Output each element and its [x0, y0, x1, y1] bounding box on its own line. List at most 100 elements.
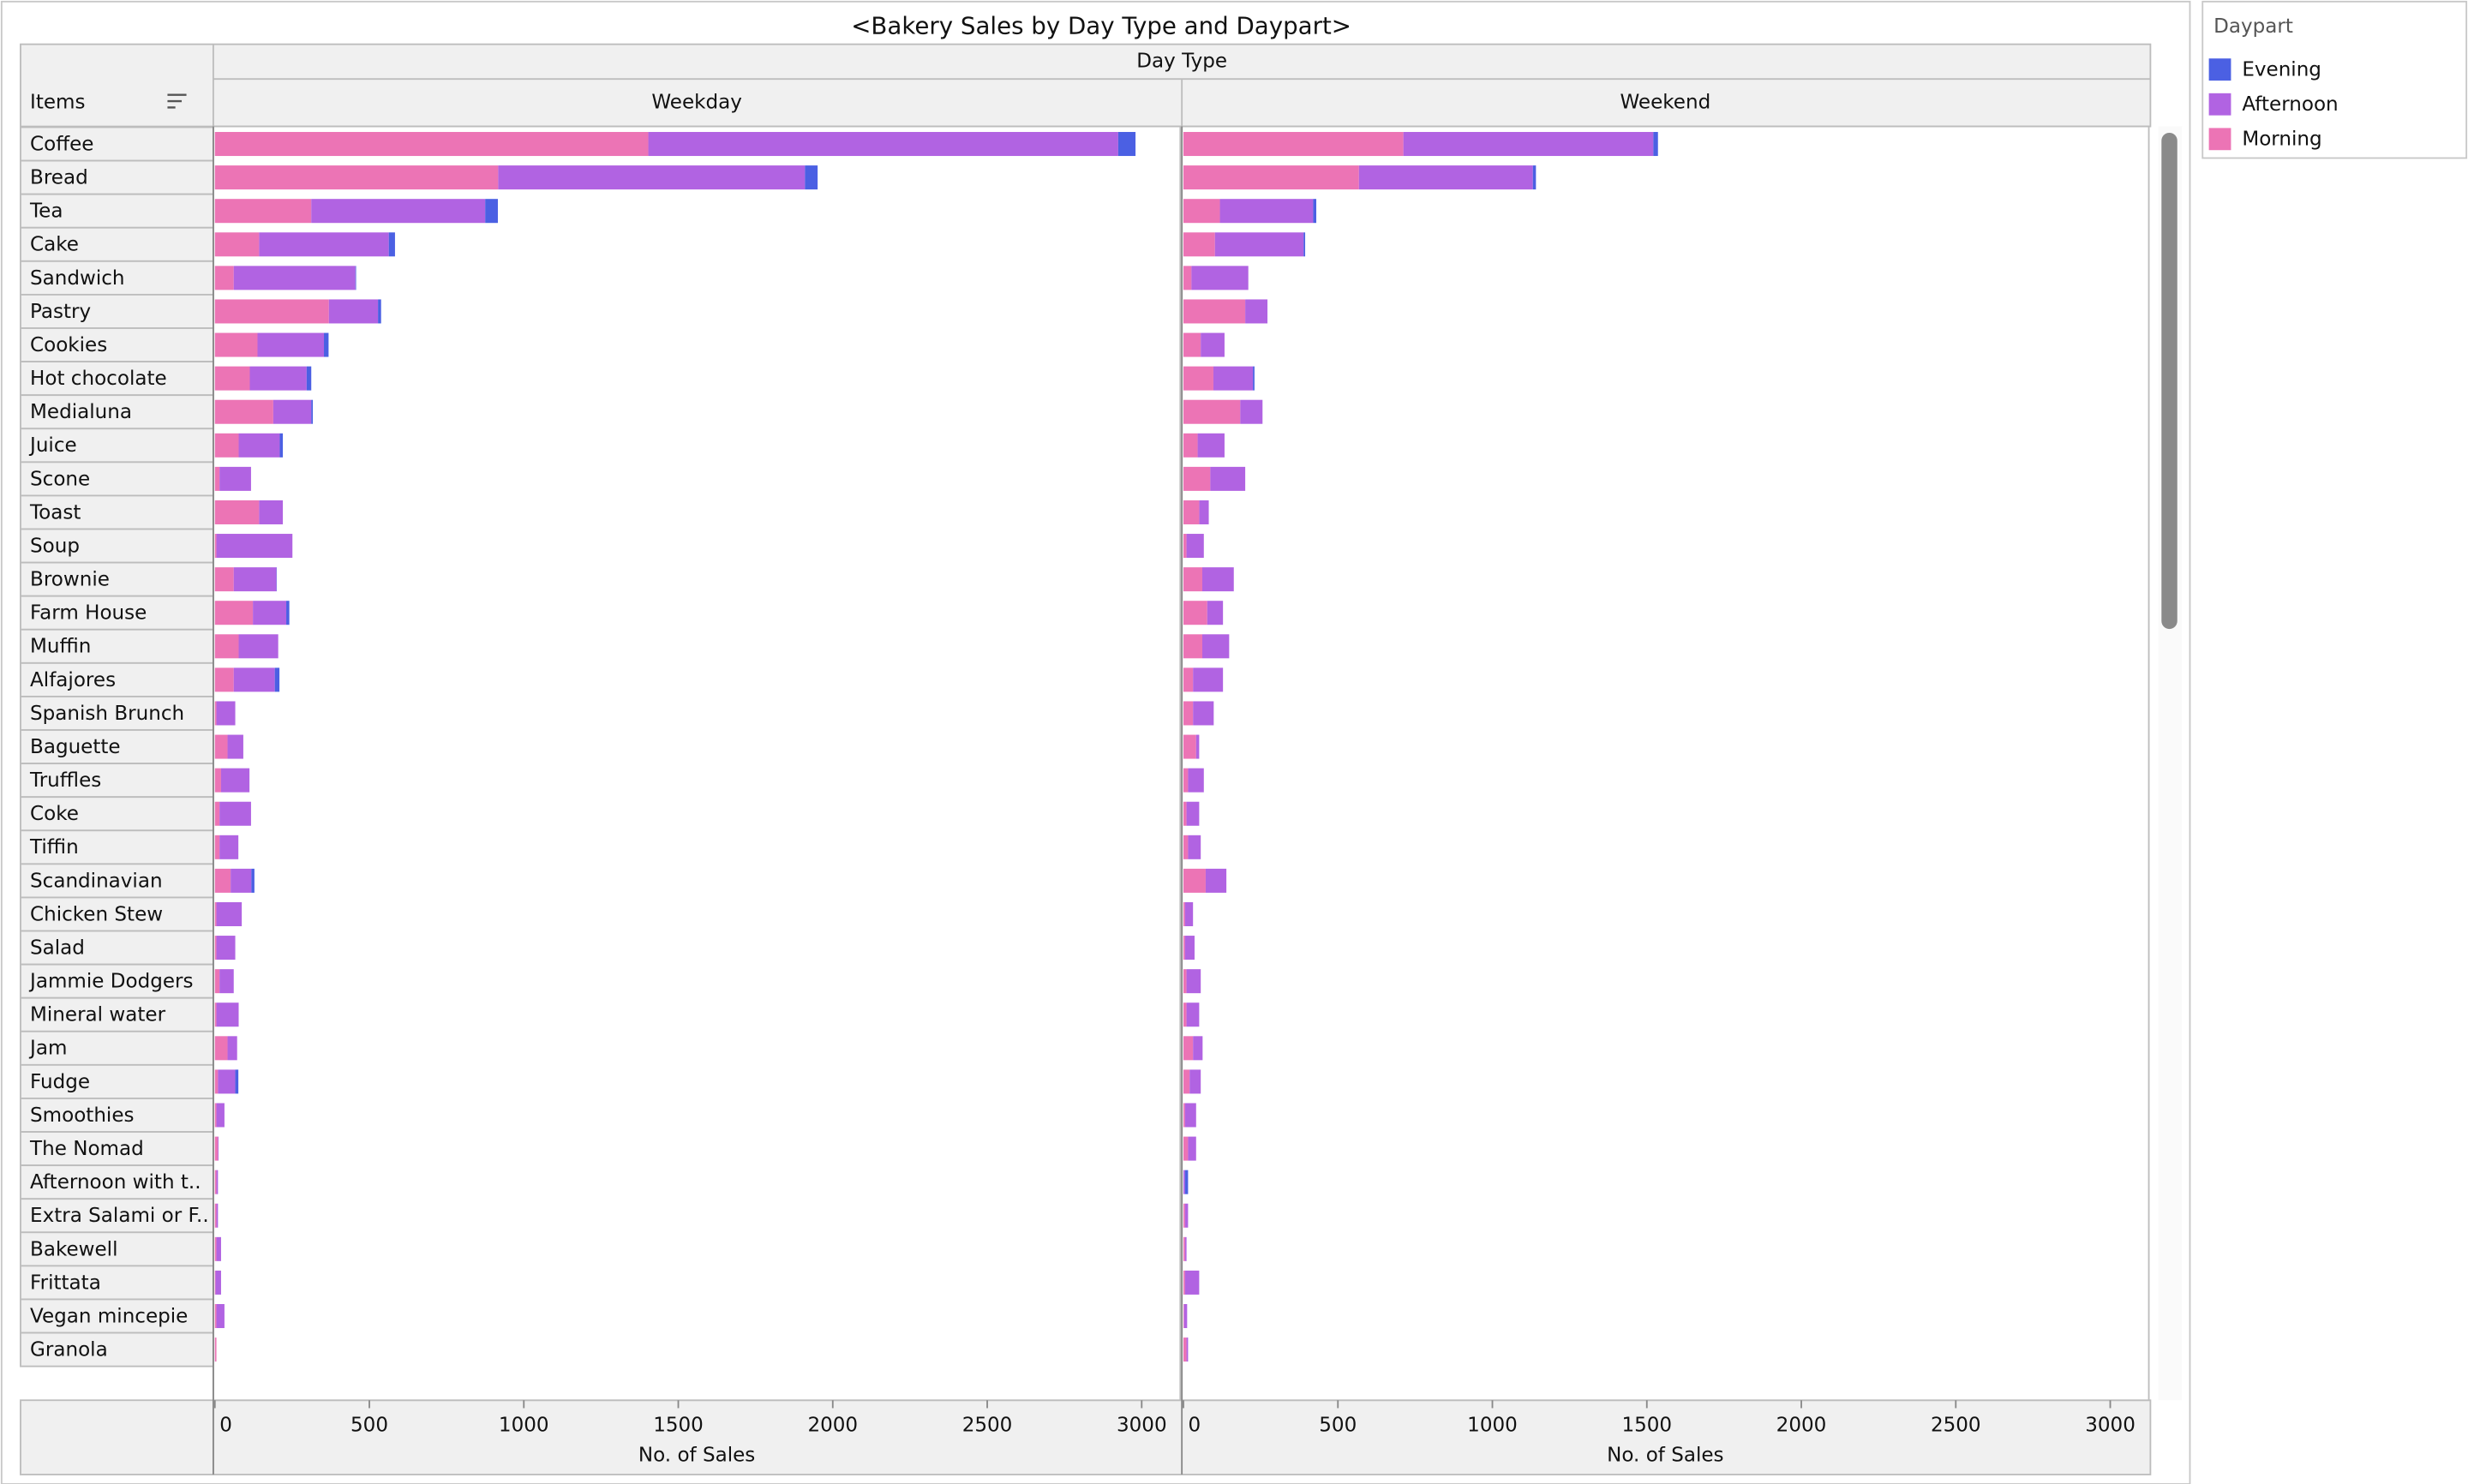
bar-segment[interactable]	[1193, 1036, 1203, 1061]
bar-segment[interactable]	[214, 936, 217, 960]
bar-segment[interactable]	[1183, 366, 1213, 391]
bar-segment[interactable]	[1253, 366, 1255, 391]
bar-segment[interactable]	[1183, 901, 1185, 926]
bar-segment[interactable]	[1183, 132, 1404, 157]
bar-segment[interactable]	[324, 332, 329, 357]
bar-segment[interactable]	[1245, 299, 1268, 324]
legend-swatch[interactable]	[2208, 58, 2231, 81]
bar-segment[interactable]	[214, 299, 329, 324]
bar-segment[interactable]	[1183, 1002, 1187, 1027]
bar-segment[interactable]	[274, 667, 280, 692]
bar-segment[interactable]	[1186, 534, 1204, 559]
bar-segment[interactable]	[1183, 634, 1202, 659]
bar-segment[interactable]	[1532, 165, 1537, 190]
bar-segment[interactable]	[214, 734, 228, 759]
bar-segment[interactable]	[233, 266, 356, 290]
bar-segment[interactable]	[1184, 1236, 1187, 1261]
bar-segment[interactable]	[214, 1170, 217, 1194]
bar-segment[interactable]	[306, 366, 312, 391]
bar-segment[interactable]	[388, 232, 395, 257]
bar-segment[interactable]	[279, 433, 284, 458]
bar-segment[interactable]	[214, 232, 260, 257]
bar-segment[interactable]	[214, 500, 260, 524]
bar-segment[interactable]	[1188, 768, 1204, 793]
bar-segment[interactable]	[214, 1136, 219, 1161]
bar-segment[interactable]	[238, 433, 280, 458]
bar-segment[interactable]	[214, 132, 649, 157]
bar-segment[interactable]	[1186, 801, 1200, 826]
bar-segment[interactable]	[1313, 199, 1317, 224]
bar-segment[interactable]	[214, 1236, 217, 1261]
bar-segment[interactable]	[214, 835, 220, 859]
bar-segment[interactable]	[249, 366, 307, 391]
bar-segment[interactable]	[1186, 1337, 1189, 1362]
bar-segment[interactable]	[805, 165, 818, 190]
bar-segment[interactable]	[1195, 734, 1200, 759]
bar-segment[interactable]	[238, 634, 279, 659]
bar-segment[interactable]	[259, 232, 389, 257]
bar-segment[interactable]	[214, 701, 217, 726]
bar-segment[interactable]	[1201, 567, 1234, 592]
bar-segment[interactable]	[328, 299, 379, 324]
bar-segment[interactable]	[1183, 734, 1196, 759]
bar-segment[interactable]	[214, 901, 217, 926]
bar-segment[interactable]	[216, 1170, 219, 1194]
bar-segment[interactable]	[1201, 634, 1230, 659]
bar-segment[interactable]	[214, 399, 273, 424]
bar-segment[interactable]	[1205, 868, 1227, 893]
bar-segment[interactable]	[216, 1236, 221, 1261]
bar-segment[interactable]	[220, 768, 250, 793]
bar-segment[interactable]	[1183, 199, 1220, 224]
bar-segment[interactable]	[216, 534, 293, 559]
bar-segment[interactable]	[1183, 165, 1359, 190]
bar-segment[interactable]	[1183, 399, 1241, 424]
bar-segment[interactable]	[214, 366, 250, 391]
legend-swatch[interactable]	[2208, 128, 2231, 151]
bar-segment[interactable]	[1184, 1170, 1189, 1194]
bar-segment[interactable]	[1183, 1203, 1185, 1228]
bar-segment[interactable]	[214, 433, 239, 458]
bar-segment[interactable]	[648, 132, 1118, 157]
bar-segment[interactable]	[1183, 534, 1187, 559]
bar-segment[interactable]	[216, 1203, 219, 1228]
bar-segment[interactable]	[1183, 1304, 1184, 1329]
bar-segment[interactable]	[1201, 332, 1225, 357]
bar-segment[interactable]	[227, 734, 243, 759]
bar-segment[interactable]	[1183, 466, 1211, 491]
bar-segment[interactable]	[214, 801, 220, 826]
bar-segment[interactable]	[1184, 1203, 1189, 1228]
bar-segment[interactable]	[1207, 601, 1224, 625]
bar-segment[interactable]	[216, 1103, 225, 1128]
bar-segment[interactable]	[1183, 433, 1198, 458]
bar-segment[interactable]	[214, 1002, 217, 1027]
bar-segment[interactable]	[1188, 1136, 1196, 1161]
legend-label[interactable]: Morning	[2242, 129, 2321, 151]
bar-segment[interactable]	[214, 567, 234, 592]
bar-segment[interactable]	[485, 199, 498, 224]
bar-segment[interactable]	[1219, 199, 1314, 224]
bar-segment[interactable]	[1183, 1270, 1185, 1295]
bar-segment[interactable]	[214, 199, 312, 224]
bar-segment[interactable]	[219, 801, 251, 826]
bar-segment[interactable]	[1183, 332, 1201, 357]
bar-segment[interactable]	[1183, 232, 1215, 257]
bar-segment[interactable]	[1183, 1170, 1185, 1194]
bar-segment[interactable]	[214, 1069, 219, 1094]
bar-segment[interactable]	[219, 466, 251, 491]
bar-segment[interactable]	[1184, 936, 1195, 960]
bar-segment[interactable]	[233, 567, 277, 592]
bar-segment[interactable]	[1183, 299, 1246, 324]
bar-segment[interactable]	[253, 601, 287, 625]
bar-segment[interactable]	[216, 901, 243, 926]
bar-segment[interactable]	[1183, 1136, 1189, 1161]
bar-segment[interactable]	[1184, 1270, 1200, 1295]
bar-segment[interactable]	[219, 835, 239, 859]
bar-segment[interactable]	[214, 332, 258, 357]
bar-segment[interactable]	[1117, 132, 1136, 157]
bar-segment[interactable]	[1183, 601, 1207, 625]
bar-segment[interactable]	[214, 969, 220, 994]
bar-segment[interactable]	[1183, 1069, 1190, 1094]
bar-segment[interactable]	[1183, 1236, 1185, 1261]
bar-segment[interactable]	[1191, 266, 1249, 290]
bar-segment[interactable]	[214, 768, 221, 793]
